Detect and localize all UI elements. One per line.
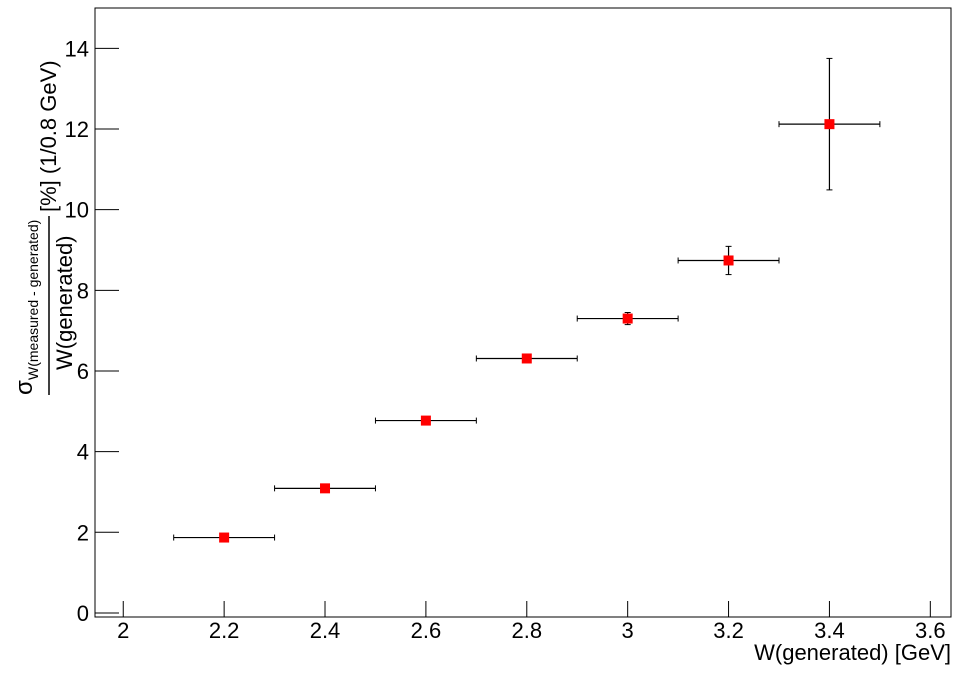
marker [622, 313, 633, 324]
x-tick-label: 3.2 [713, 618, 744, 643]
y-label-denominator: W(generated) [52, 235, 77, 370]
x-tick-label: 2 [117, 618, 129, 643]
y-tick-label: 10 [65, 198, 89, 223]
marker [219, 532, 230, 543]
y-label-suffix: [%] (1/0.8 GeV) [36, 60, 61, 212]
x-tick-label: 2.6 [411, 618, 442, 643]
x-tick-label: 2.8 [511, 618, 542, 643]
marker [420, 415, 431, 426]
y-tick-label: 8 [77, 278, 89, 303]
marker [723, 255, 734, 266]
x-tick-label: 3 [622, 618, 634, 643]
x-tick-label: 2.2 [209, 618, 240, 643]
x-tick-label: 2.4 [310, 618, 341, 643]
y-tick-label: 6 [77, 359, 89, 384]
y-tick-label: 12 [65, 117, 89, 142]
x-tick-label: 3.4 [814, 618, 845, 643]
y-tick-label: 4 [77, 440, 89, 465]
marker [824, 119, 835, 130]
y-label-subscript: W(measured - generated) [25, 220, 41, 380]
y-axis-label: σ W(measured - generated) W(generated) [… [11, 60, 77, 395]
y-label-symbol: σ [11, 380, 38, 395]
y-tick-label: 14 [65, 36, 89, 61]
x-tick-label: 3.6 [915, 618, 946, 643]
y-tick-label: 0 [77, 601, 89, 626]
marker [320, 483, 331, 494]
x-axis-label: W(generated) [GeV] [754, 640, 951, 665]
marker [521, 353, 532, 364]
plot-frame [94, 7, 952, 618]
y-tick-label: 2 [77, 520, 89, 545]
